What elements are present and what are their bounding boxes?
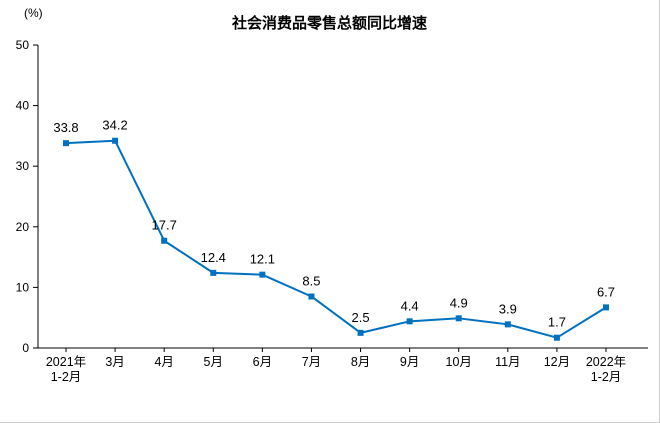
y-tick-label: 0 [22, 341, 29, 355]
x-tick-label: 6月 [253, 355, 272, 369]
x-tick-label: 5月 [204, 355, 223, 369]
x-tick-label: 4月 [154, 355, 173, 369]
y-tick-label: 20 [16, 220, 30, 234]
x-tick-label: 2021年 [46, 355, 86, 369]
x-tick-label: 7月 [302, 355, 321, 369]
x-tick-label: 11月 [495, 355, 520, 369]
data-point-marker [553, 334, 560, 341]
data-point-label: 6.7 [597, 284, 615, 299]
data-point-label: 17.7 [152, 218, 177, 233]
y-tick-label: 40 [16, 99, 30, 113]
data-point-marker [455, 315, 462, 322]
y-axis-unit-label: (%) [24, 6, 43, 20]
chart-title: 社会消费品零售总额同比增速 [231, 15, 427, 32]
data-point-label: 4.4 [401, 298, 419, 313]
data-point-marker [406, 318, 413, 325]
x-tick-label: 3月 [105, 355, 124, 369]
data-point-marker [161, 237, 168, 244]
data-point-label: 34.2 [102, 118, 127, 133]
data-point-marker [603, 304, 609, 311]
x-tick-label: 1-2月 [51, 370, 82, 384]
data-point-marker [210, 269, 217, 276]
data-point-marker [259, 271, 266, 278]
x-tick-label: 2022年 [586, 355, 626, 369]
data-point-label: 2.5 [352, 310, 370, 325]
data-line [65, 139, 607, 339]
data-point-label: 8.5 [302, 273, 320, 288]
data-point-marker [112, 137, 119, 144]
data-point-marker [357, 329, 364, 336]
x-tick-label: 9月 [400, 355, 419, 369]
data-point-marker [63, 140, 69, 147]
x-tick-label: 10月 [446, 355, 472, 369]
y-tick-label: 30 [16, 159, 30, 173]
x-tick-label: 1-2月 [591, 370, 622, 384]
data-point-label: 12.1 [250, 252, 275, 267]
y-tick-label: 50 [16, 38, 30, 52]
data-point-label: 4.9 [450, 295, 468, 310]
data-point-marker [308, 293, 315, 300]
y-tick-label: 10 [16, 280, 30, 294]
data-point-label: 12.4 [201, 250, 226, 265]
data-point-label: 1.7 [548, 315, 566, 330]
data-point-label: 3.9 [499, 301, 517, 316]
data-point-label: 33.8 [53, 120, 78, 135]
x-tick-label: 12月 [544, 355, 570, 369]
data-point-marker [504, 321, 511, 328]
x-tick-label: 8月 [351, 355, 370, 369]
